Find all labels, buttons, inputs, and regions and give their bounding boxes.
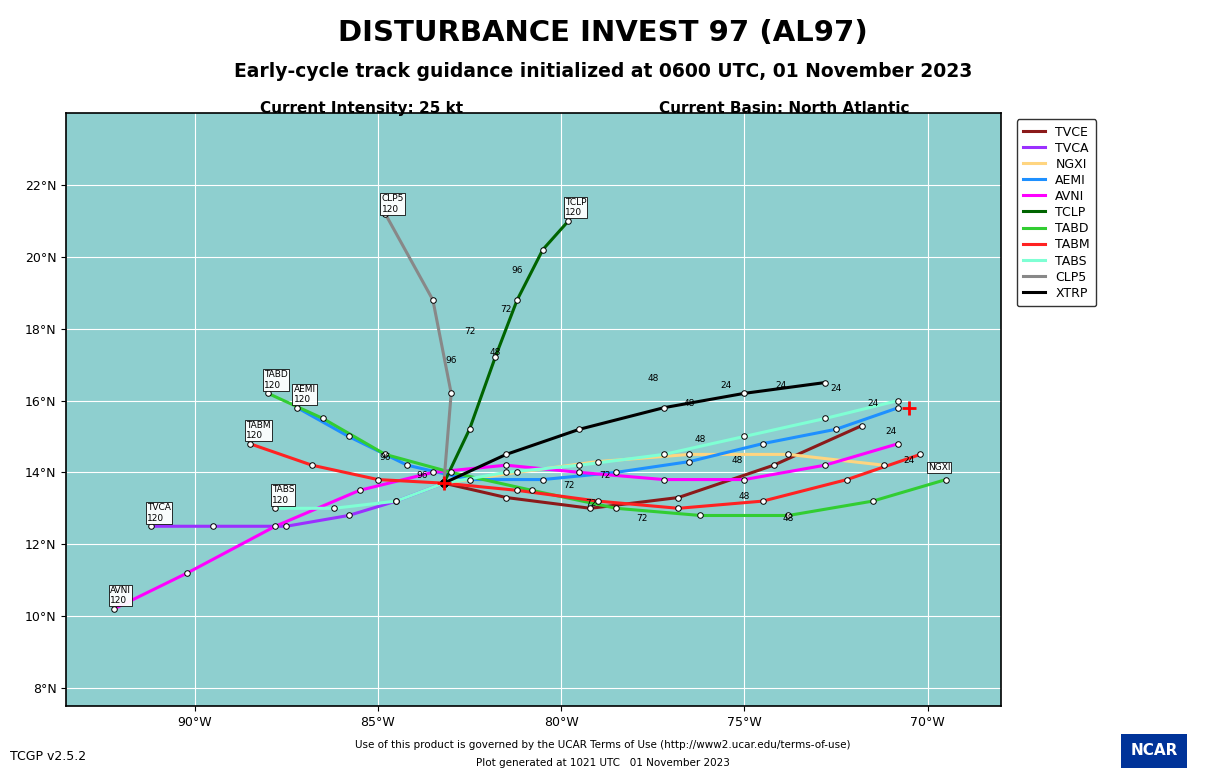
Text: Current Intensity: 25 kt: Current Intensity: 25 kt [260, 101, 463, 116]
Text: Early-cycle track guidance initialized at 0600 UTC, 01 November 2023: Early-cycle track guidance initialized a… [234, 62, 972, 81]
Text: DISTURBANCE INVEST 97 (AL97): DISTURBANCE INVEST 97 (AL97) [338, 20, 868, 48]
Text: 48: 48 [731, 456, 743, 465]
Text: 48: 48 [695, 434, 707, 444]
Text: Plot generated at 1021 UTC   01 November 2023: Plot generated at 1021 UTC 01 November 2… [476, 758, 730, 768]
Text: Use of this product is governed by the UCAR Terms of Use (http://www2.ucar.edu/t: Use of this product is governed by the U… [356, 740, 850, 750]
Text: CLP5
120: CLP5 120 [381, 194, 404, 214]
Text: 48: 48 [490, 349, 500, 357]
Text: TCLP
120: TCLP 120 [564, 198, 586, 218]
Legend: TVCE, TVCA, NGXI, AEMI, AVNI, TCLP, TABD, TABM, TABS, CLP5, XTRP: TVCE, TVCA, NGXI, AEMI, AVNI, TCLP, TABD… [1017, 119, 1096, 306]
Text: AEMI
120: AEMI 120 [293, 385, 316, 404]
Text: TVCA
120: TVCA 120 [147, 503, 171, 523]
Text: 24: 24 [720, 381, 732, 390]
Text: 96: 96 [511, 266, 523, 275]
Text: AVNI
120: AVNI 120 [110, 586, 131, 605]
Text: NCAR: NCAR [1130, 743, 1178, 758]
Text: 48: 48 [739, 492, 750, 501]
Text: 72: 72 [563, 481, 574, 491]
Text: 72: 72 [599, 470, 610, 480]
Text: 48: 48 [648, 374, 658, 382]
Text: 96: 96 [380, 452, 391, 462]
Text: 72: 72 [585, 499, 596, 509]
Text: TABM
120: TABM 120 [246, 420, 270, 440]
Text: 24: 24 [903, 456, 915, 465]
Text: Current Basin: North Atlantic: Current Basin: North Atlantic [658, 101, 909, 116]
Text: 24: 24 [885, 427, 896, 437]
Text: 96: 96 [416, 470, 428, 480]
Text: 24: 24 [831, 385, 842, 393]
Text: 72: 72 [636, 514, 648, 523]
Text: 72: 72 [500, 305, 511, 314]
Text: 48: 48 [684, 399, 695, 408]
Text: 48: 48 [783, 514, 794, 523]
Text: 96: 96 [445, 356, 457, 364]
Text: TCGP v2.5.2: TCGP v2.5.2 [10, 750, 86, 763]
Text: 24: 24 [775, 381, 786, 390]
Text: NGXI: NGXI [927, 463, 950, 473]
Text: 72: 72 [464, 327, 475, 336]
Text: 24: 24 [867, 399, 878, 408]
FancyBboxPatch shape [1122, 733, 1187, 768]
Text: TABD
120: TABD 120 [264, 370, 288, 390]
Text: TABS
120: TABS 120 [271, 485, 294, 505]
